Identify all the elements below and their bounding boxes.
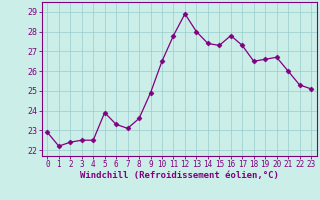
X-axis label: Windchill (Refroidissement éolien,°C): Windchill (Refroidissement éolien,°C)	[80, 171, 279, 180]
